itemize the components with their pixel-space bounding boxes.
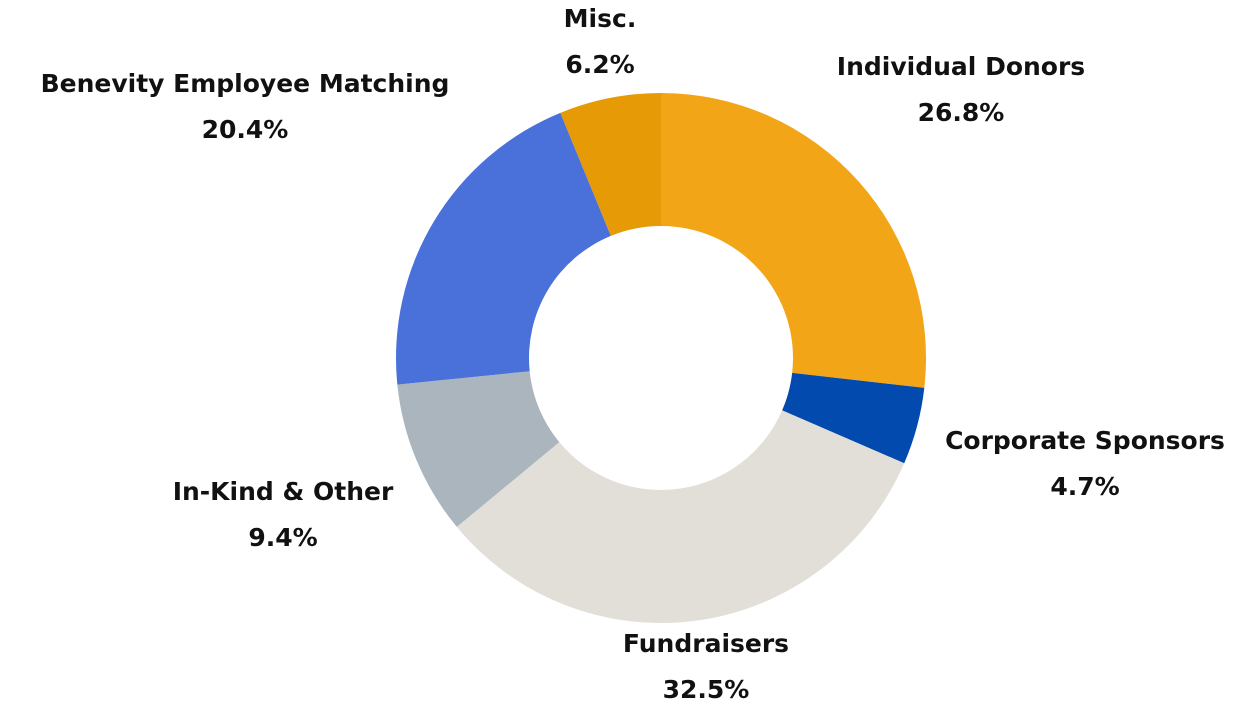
slice-label: Corporate Sponsors [945,426,1225,455]
slice-value-label: 6.2% [565,50,634,79]
donut-slice [661,93,926,388]
slice-label: Benevity Employee Matching [41,69,450,98]
slice-label: Fundraisers [623,629,789,658]
slice-label: Misc. [564,4,637,33]
donut-slice [782,372,925,464]
donut-slice [396,112,611,385]
slice-value-label: 26.8% [918,98,1005,127]
donut-slice [456,410,905,623]
slice-label: In-Kind & Other [173,477,394,506]
slice-label: Individual Donors [837,52,1085,81]
donut-slice [397,371,560,527]
slice-value-label: 20.4% [202,115,289,144]
donut-slice [560,93,661,236]
slice-value-label: 4.7% [1050,472,1119,501]
slice-value-label: 9.4% [248,523,317,552]
slice-value-label: 32.5% [663,675,750,704]
